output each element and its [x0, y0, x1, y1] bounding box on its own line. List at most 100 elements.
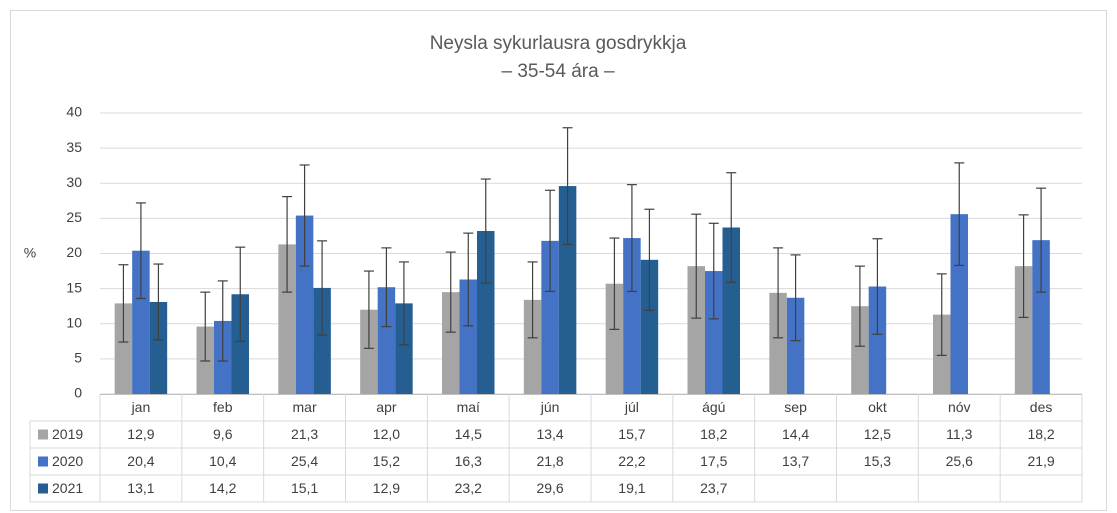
y-tick-label: 20 — [66, 244, 82, 260]
x-tick-label: maí — [457, 399, 480, 415]
error-bar — [872, 238, 883, 335]
table-value: 19,1 — [618, 480, 645, 496]
table-value: 20,4 — [127, 453, 154, 469]
bar — [360, 309, 378, 394]
bar — [313, 287, 331, 394]
table-value: 21,8 — [536, 453, 563, 469]
bar — [623, 238, 641, 394]
legend-label: 2021 — [52, 480, 83, 496]
error-bar — [790, 254, 801, 342]
x-tick-label: sep — [784, 399, 807, 415]
y-tick-label: 40 — [66, 104, 82, 120]
error-bar — [282, 195, 293, 293]
error-bar — [235, 246, 246, 342]
y-tick-label: 10 — [66, 314, 82, 330]
chart-title: Neysla sykurlausra gosdrykkja — [430, 33, 687, 54]
error-bar — [153, 263, 164, 341]
bar — [769, 292, 787, 394]
table-value: 29,6 — [536, 480, 563, 496]
error-bar — [135, 202, 146, 300]
bar — [523, 299, 542, 394]
table-value: 23,7 — [700, 480, 727, 496]
error-bar — [854, 265, 865, 347]
bar — [442, 292, 460, 394]
error-bar — [691, 213, 702, 319]
y-tick-label: 5 — [74, 350, 82, 366]
table-value: 18,2 — [700, 426, 727, 442]
y-tick-label: 35 — [66, 139, 82, 155]
table-value: 12,9 — [127, 426, 154, 442]
error-bar — [545, 189, 556, 293]
table-value: 23,2 — [455, 480, 482, 496]
bar — [1014, 266, 1033, 394]
bar — [722, 227, 740, 394]
legend-label: 2020 — [52, 453, 83, 469]
table-value: 12,5 — [864, 426, 891, 442]
error-bar — [773, 247, 784, 339]
error-bar — [1018, 214, 1029, 319]
y-tick-label: 30 — [66, 174, 82, 190]
bar — [295, 215, 314, 394]
error-bar — [527, 261, 538, 339]
table-value: 12,9 — [373, 480, 400, 496]
y-tick-label: 15 — [66, 279, 82, 295]
bar — [950, 214, 968, 394]
x-tick-label: jún — [540, 399, 560, 415]
table-value: 11,3 — [946, 426, 972, 442]
error-bar — [118, 264, 129, 343]
table-value: 25,6 — [946, 453, 973, 469]
table-value: 15,2 — [373, 453, 400, 469]
error-bar — [363, 270, 374, 349]
bar — [459, 279, 477, 394]
error-bar — [445, 251, 456, 333]
y-tick-label: 0 — [74, 385, 82, 401]
bar — [558, 186, 577, 394]
error-bar — [936, 273, 947, 356]
bar — [1032, 240, 1050, 394]
error-bar — [644, 208, 655, 312]
x-tick-label: feb — [213, 399, 233, 415]
table-value: 15,7 — [618, 426, 645, 442]
bar — [705, 271, 723, 394]
error-bar — [626, 184, 637, 293]
table-value: 9,6 — [213, 426, 233, 442]
table-value: 21,9 — [1027, 453, 1054, 469]
error-bar — [609, 237, 620, 330]
table-value: 21,3 — [291, 426, 318, 442]
table-value: 15,1 — [291, 480, 318, 496]
error-bar — [299, 164, 310, 267]
bar — [868, 286, 887, 394]
bar — [132, 250, 150, 394]
error-bar — [200, 291, 211, 362]
x-tick-label: apr — [376, 399, 397, 415]
error-bar — [708, 222, 719, 320]
legend-label: 2019 — [52, 426, 83, 442]
error-bar — [954, 162, 965, 267]
error-bar — [562, 127, 573, 245]
x-tick-label: mar — [293, 399, 317, 415]
x-tick-label: des — [1030, 399, 1053, 415]
bar — [541, 240, 559, 394]
legend-swatch — [38, 456, 48, 467]
y-axis-label: % — [24, 245, 36, 261]
table-value: 14,2 — [209, 480, 236, 496]
bar — [786, 297, 805, 394]
y-tick-label: 25 — [66, 209, 82, 225]
bar — [231, 294, 249, 394]
table-value: 13,4 — [536, 426, 563, 442]
x-tick-label: nóv — [948, 399, 971, 415]
x-tick-label: okt — [868, 399, 887, 415]
error-bar — [398, 261, 409, 346]
legend-swatch — [38, 429, 48, 440]
table-value: 22,2 — [618, 453, 645, 469]
bar — [114, 303, 133, 394]
table-value: 12,0 — [373, 426, 400, 442]
bar — [687, 266, 705, 394]
legend-swatch — [38, 483, 48, 494]
error-bar — [480, 178, 491, 284]
bar — [477, 231, 495, 394]
error-bar — [726, 172, 737, 283]
table-value: 25,4 — [291, 453, 318, 469]
bar — [377, 287, 396, 394]
